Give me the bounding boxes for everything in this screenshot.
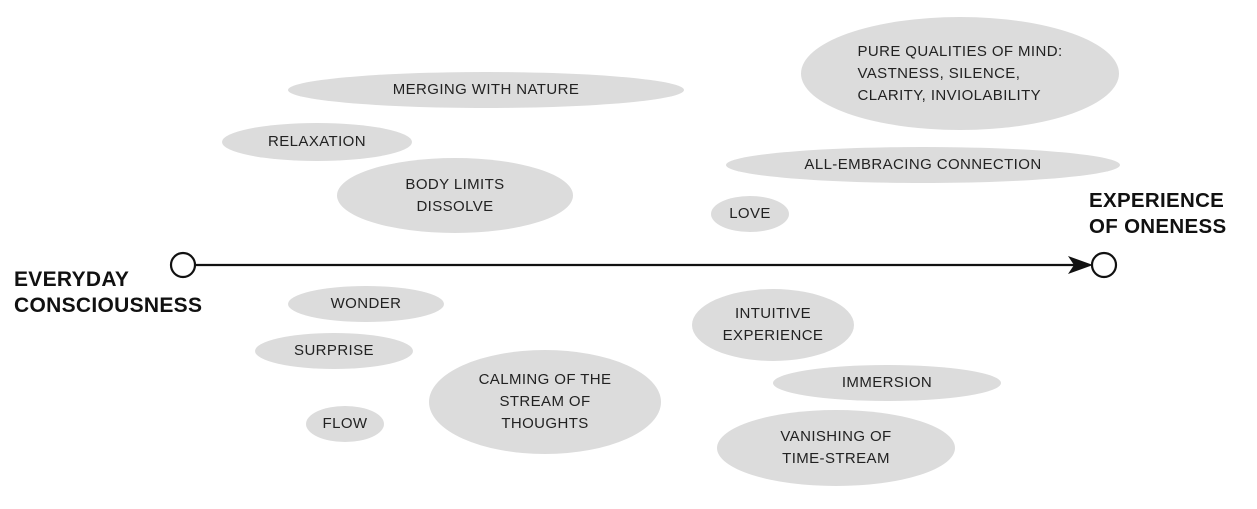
bubble-pure-qualities-of-mind: PURE QUALITIES OF MIND: VASTNESS, SILENC…	[801, 17, 1119, 130]
bubble-calming-of-thoughts: CALMING OF THE STREAM OF THOUGHTS	[429, 350, 661, 454]
bubble-all-embracing-connection: ALL-EMBRACING CONNECTION	[726, 147, 1120, 183]
bubble-label: RELAXATION	[268, 133, 366, 150]
bubble-vanishing-of-time-stream: VANISHING OF TIME-STREAM	[717, 410, 955, 486]
bubble-flow: FLOW	[306, 406, 384, 442]
bubble-relaxation: RELAXATION	[222, 123, 412, 161]
bubble-immersion: IMMERSION	[773, 365, 1001, 401]
bubble-label: INTUITIVE EXPERIENCE	[722, 305, 824, 344]
bubble-label: MERGING WITH NATURE	[392, 81, 580, 98]
end-label: EXPERIENCE OF ONENESS	[1089, 189, 1227, 238]
bubble-merging-with-nature: MERGING WITH NATURE	[288, 72, 684, 108]
bubble-label: IMMERSION	[841, 374, 933, 391]
bubble-label: ALL-EMBRACING CONNECTION	[804, 156, 1042, 173]
bubble-label: SURPRISE	[294, 342, 374, 359]
start-label: EVERYDAY CONSCIOUSNESS	[14, 268, 203, 317]
bubble-love: LOVE	[711, 196, 789, 232]
bubble-label: CALMING OF THE STREAM OF THOUGHTS	[478, 371, 612, 432]
bubble-label: FLOW	[322, 415, 368, 432]
axis-arrowhead	[1068, 256, 1093, 274]
start-node	[169, 251, 197, 279]
bubble-label: WONDER	[330, 295, 402, 312]
bubble-label: LOVE	[729, 205, 771, 222]
bubble-label: VANISHING OF TIME-STREAM	[780, 428, 892, 467]
bubble-label: BODY LIMITS DISSOLVE	[405, 175, 505, 215]
bubble-wonder: WONDER	[288, 286, 444, 322]
bubble-label: PURE QUALITIES OF MIND: VASTNESS, SILENC…	[857, 42, 1063, 104]
end-node	[1090, 251, 1118, 279]
bubble-surprise: SURPRISE	[255, 333, 413, 369]
bubble-intuitive-experience: INTUITIVE EXPERIENCE	[692, 289, 854, 361]
bubble-body-limits-dissolve: BODY LIMITS DISSOLVE	[337, 158, 573, 233]
